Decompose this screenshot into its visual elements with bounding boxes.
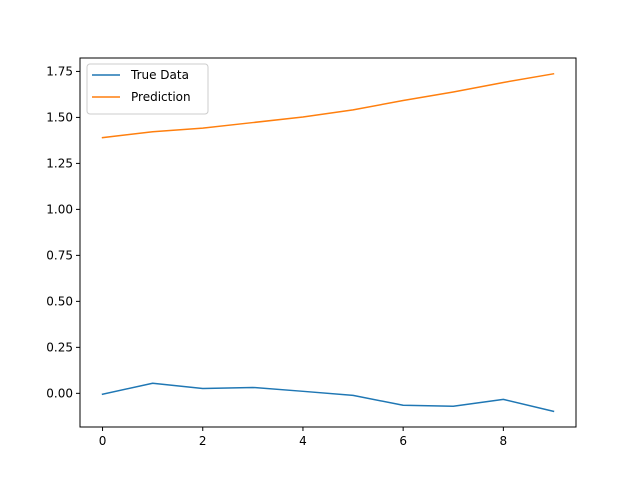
axes-frame bbox=[79, 57, 577, 428]
legend-label: True Data bbox=[130, 68, 189, 82]
legend-box bbox=[86, 63, 209, 115]
y-tick-label: 1.50 bbox=[46, 110, 73, 124]
y-axis: 0.00 0.25 0.50 0.75 1.00 1.25 1.50 1.75 bbox=[46, 64, 80, 400]
y-tick-label: 1.75 bbox=[46, 64, 73, 78]
y-tick-label: 0.50 bbox=[46, 294, 73, 308]
y-tick-label: 0.75 bbox=[46, 248, 73, 262]
y-tick-label: 1.25 bbox=[46, 156, 73, 170]
y-tick-label: 0.00 bbox=[46, 386, 73, 400]
legend-label: Prediction bbox=[131, 90, 191, 104]
x-tick-label: 4 bbox=[299, 434, 307, 448]
x-tick-label: 0 bbox=[99, 434, 107, 448]
series-line-true-data bbox=[101, 382, 555, 413]
x-tick-label: 8 bbox=[500, 434, 508, 448]
y-tick-label: 1.00 bbox=[46, 202, 73, 216]
x-tick-label: 2 bbox=[199, 434, 207, 448]
series-line-prediction bbox=[101, 72, 555, 139]
series-layer bbox=[101, 72, 555, 413]
x-axis: 0 2 4 6 8 bbox=[99, 427, 507, 448]
legend: True Data Prediction bbox=[86, 63, 209, 115]
x-tick-label: 6 bbox=[399, 434, 407, 448]
y-tick-label: 0.25 bbox=[46, 340, 73, 354]
